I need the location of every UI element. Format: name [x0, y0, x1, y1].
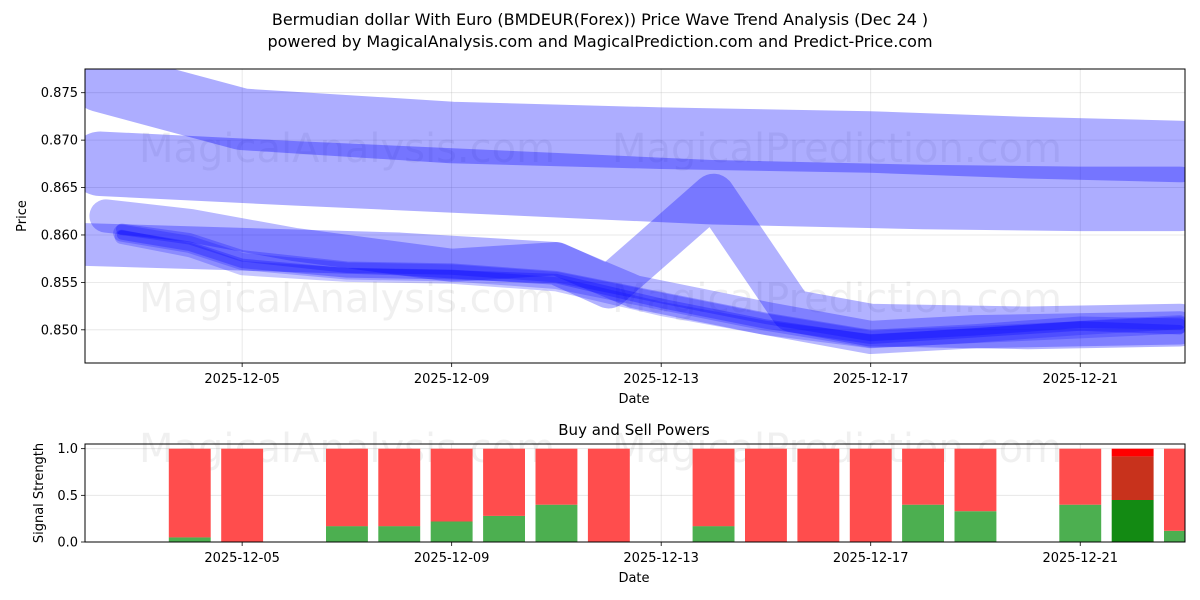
- signal-panel: Buy and Sell Powers MagicalAnalysis.com …: [32, 421, 1186, 586]
- buy-bar-2025-12-19: [954, 511, 997, 542]
- price-plot-area: [85, 69, 1185, 363]
- signal-axes-frame: [84, 443, 1186, 543]
- price-band-trend-3: [115, 223, 1185, 342]
- buy-bar-2025-12-11: [535, 504, 578, 542]
- sell-bar-2025-12-12: [587, 448, 630, 542]
- buy-bar-2025-12-14: [692, 526, 735, 542]
- buy-bar-2025-12-21: [1059, 504, 1102, 542]
- sell-bar-2025-12-08: [378, 448, 421, 527]
- price-x-ticks: 2025-12-05 2025-12-09 2025-12-13 2025-12-17…: [204, 363, 1118, 387]
- buy-bar-2025-12-04: [168, 537, 211, 542]
- price-series-layer: [85, 69, 1185, 354]
- price-band-wide-upper-band-2: [85, 131, 1185, 232]
- sell-bar-2025-12-22: [1111, 456, 1154, 500]
- sell-bar-2025-12-14: [692, 448, 735, 527]
- price-x-axis-label: Date: [618, 392, 649, 407]
- price-band-wide-upper-band: [85, 69, 1185, 183]
- price-y-tick-label: 0.875: [41, 86, 78, 101]
- signal-y-tick-label: 0.5: [57, 489, 78, 504]
- sell-bar-2025-12-11: [535, 448, 578, 505]
- signal-x-ticks: 2025-12-05 2025-12-09 2025-12-13 2025-12-17…: [204, 542, 1118, 566]
- sell-bar-2025-12-21: [1059, 448, 1102, 505]
- sell-bar-2025-12-16: [797, 448, 840, 542]
- signal-x-tick-label: 2025-12-13: [623, 551, 699, 566]
- price-axes-frame: [84, 68, 1186, 364]
- buy-bar-2025-12-18: [902, 504, 944, 542]
- buy-bar-2025-12-22: [1111, 500, 1154, 542]
- sell-bar-2025-12-17: [849, 448, 892, 542]
- signal-x-tick-label: 2025-12-17: [833, 551, 909, 566]
- sell-bar-2025-12-05: [221, 448, 264, 542]
- sell-bar-2025-12-10: [483, 448, 525, 516]
- signal-bars-layer: [168, 448, 1185, 542]
- watermark-analysis-top: MagicalAnalysis.com: [139, 126, 555, 172]
- buy-bar-2025-12-07: [326, 526, 368, 542]
- signal-y-ticks: 0.0 0.5 1.0: [57, 442, 85, 551]
- watermark-prediction-mid: MagicalPrediction.com: [612, 276, 1062, 322]
- price-x-tick-label: 2025-12-05: [204, 372, 280, 387]
- sell-bar-2025-12-04: [168, 448, 211, 538]
- signal-x-tick-label: 2025-12-09: [414, 551, 490, 566]
- price-x-tick-label: 2025-12-09: [414, 372, 490, 387]
- signal-plot-area: [85, 444, 1185, 542]
- price-band-mid-band-A: [85, 173, 1185, 350]
- signal-x-axis-label: Date: [618, 571, 649, 586]
- signal-x-tick-label: 2025-12-05: [204, 551, 280, 566]
- price-x-tick-label: 2025-12-17: [833, 372, 909, 387]
- signal-y-tick-label: 1.0: [57, 442, 78, 457]
- price-y-tick-label: 0.860: [41, 228, 78, 243]
- sell-bar-2025-12-23: [1164, 448, 1185, 531]
- sell-bar-2025-12-19: [954, 448, 997, 512]
- sell-bar-2025-12-09: [430, 448, 473, 522]
- buy-bar-2025-12-09: [430, 521, 473, 542]
- signal-x-tick-label: 2025-12-21: [1042, 551, 1118, 566]
- price-band-trend-1: [113, 224, 1185, 348]
- sell-bar-top-2025-12-22: [1111, 448, 1154, 457]
- signal-y-axis-label: Signal Strength: [32, 443, 47, 543]
- price-band-mid-band-B: [89, 199, 1185, 354]
- sell-bar-2025-12-15: [745, 448, 787, 542]
- sell-bar-2025-12-18: [902, 448, 944, 505]
- buy-bar-2025-12-23: [1164, 530, 1185, 542]
- price-y-tick-label: 0.870: [41, 134, 78, 149]
- watermark-prediction-top: MagicalPrediction.com: [612, 126, 1062, 172]
- watermark-analysis-mid: MagicalAnalysis.com: [139, 276, 555, 322]
- signal-y-tick-label: 0.0: [57, 536, 78, 551]
- price-x-tick-label: 2025-12-21: [1042, 372, 1118, 387]
- buy-bar-2025-12-10: [483, 515, 525, 542]
- price-panel: MagicalAnalysis.com MagicalPrediction.co…: [15, 68, 1186, 407]
- figure-title-line1: Bermudian dollar With Euro (BMDEUR(Forex…: [272, 10, 928, 29]
- price-grid: [85, 69, 1185, 363]
- price-x-tick-label: 2025-12-13: [623, 372, 699, 387]
- figure-title-line2: powered by MagicalAnalysis.com and Magic…: [267, 32, 932, 51]
- price-y-tick-label: 0.855: [41, 276, 78, 291]
- price-y-axis-label: Price: [15, 200, 30, 232]
- buy-bar-2025-12-08: [378, 526, 421, 542]
- price-y-tick-label: 0.865: [41, 181, 78, 196]
- sell-bar-2025-12-07: [326, 448, 368, 527]
- price-band-trend-4: [116, 230, 1185, 345]
- price-band-trend-2: [114, 229, 1185, 349]
- signal-panel-title: Buy and Sell Powers: [558, 421, 710, 439]
- price-y-ticks: 0.850 0.855 0.860 0.865 0.870 0.875: [41, 86, 85, 338]
- price-y-tick-label: 0.850: [41, 323, 78, 338]
